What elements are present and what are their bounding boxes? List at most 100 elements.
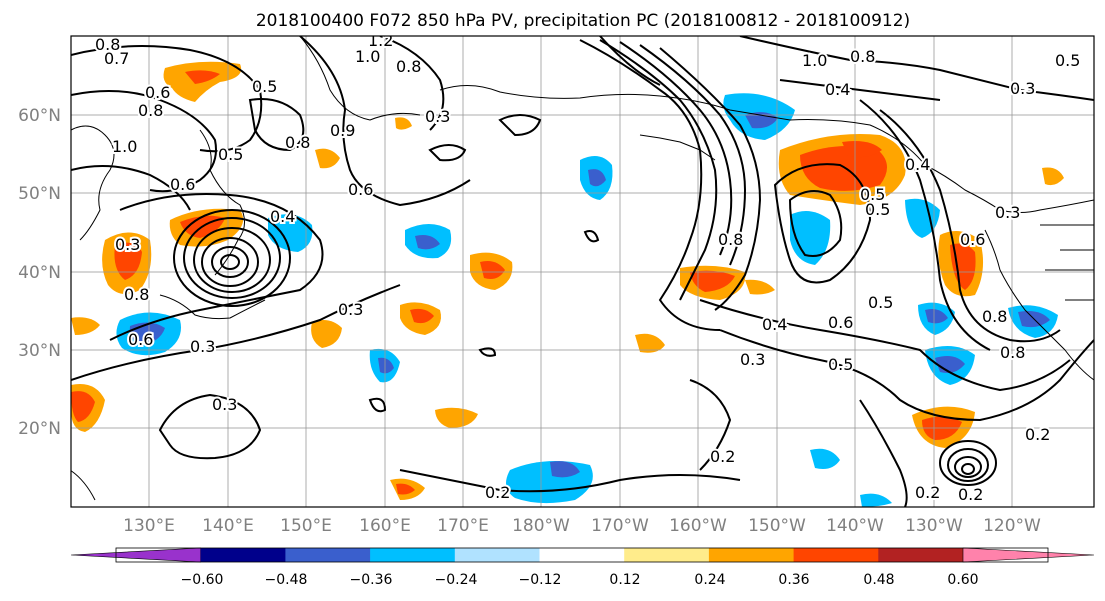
coastlines xyxy=(71,36,1094,501)
lon-label: 170°W xyxy=(591,516,649,536)
colorbar-segment xyxy=(878,548,964,562)
precip-blob xyxy=(810,448,840,469)
colorbar-tick-label: 0.12 xyxy=(609,572,640,588)
contour-label: 0.2 xyxy=(1025,425,1050,444)
contour-label: 0.6 xyxy=(170,175,195,194)
contour-label: 1.0 xyxy=(355,47,380,66)
contour-label: 0.8 xyxy=(138,101,163,120)
contour-label: 0.8 xyxy=(95,35,120,54)
precip-blob xyxy=(268,214,313,252)
lon-label: 170°E xyxy=(437,516,489,536)
colorbar-segment xyxy=(793,548,879,562)
contour-labels: 0.8 0.7 1.2 1.0 0.8 0.6 0.8 1.0 0.5 0.3 … xyxy=(93,35,1082,506)
graticule xyxy=(71,36,1094,507)
colorbar-tick-label: 0.36 xyxy=(778,572,809,588)
precip-blob xyxy=(1042,167,1064,186)
lat-label: 50°N xyxy=(18,184,61,204)
map-frame xyxy=(70,35,1095,508)
contour-label: 0.8 xyxy=(982,307,1007,326)
lon-label: 140°E xyxy=(202,516,254,536)
precip-blob xyxy=(435,407,478,428)
precip-blob xyxy=(71,317,100,335)
contour-label: 0.8 xyxy=(850,47,875,66)
precip-blob xyxy=(378,357,394,374)
contour-label: 0.3 xyxy=(338,300,363,319)
precipitation-shading xyxy=(71,61,1064,507)
precip-blob xyxy=(790,211,831,265)
precip-blob xyxy=(506,461,593,504)
precip-blob xyxy=(550,461,580,478)
contour-label: 0.4 xyxy=(905,155,930,174)
precip-blob xyxy=(410,308,434,324)
lat-label: 60°N xyxy=(18,106,61,126)
contour-label: 0.2 xyxy=(485,483,510,502)
lat-label: 40°N xyxy=(18,263,61,283)
map-title: 2018100400 F072 850 hPa PV, precipitatio… xyxy=(256,11,910,31)
precip-blob xyxy=(415,235,440,250)
contour-label: 0.2 xyxy=(710,447,735,466)
contour-label: 0.6 xyxy=(828,313,853,332)
map-panel: 0.8 0.7 1.2 1.0 0.8 0.6 0.8 1.0 0.5 0.3 … xyxy=(71,35,1094,507)
longitude-labels: 130°E 140°E 150°E 160°E 170°E 180°W 170°… xyxy=(123,516,1041,536)
colorbar-segment xyxy=(200,548,286,562)
contour-label: 0.4 xyxy=(762,315,787,334)
colorbar-tick-label: −0.48 xyxy=(265,572,308,588)
colorbar-segment xyxy=(624,548,710,562)
lon-label: 130°W xyxy=(905,516,963,536)
contour-label: 0.8 xyxy=(718,230,743,249)
lon-label: 160°E xyxy=(359,516,411,536)
contour-label: 0.3 xyxy=(1010,79,1035,98)
precip-blob xyxy=(311,320,342,348)
colorbar: −0.60 −0.48 −0.36 −0.24 −0.12 0.12 0.24 … xyxy=(70,547,1095,588)
contour-label: 0.3 xyxy=(740,350,765,369)
precip-blob xyxy=(925,309,948,324)
colorbar-segment xyxy=(70,547,201,563)
pv-contours xyxy=(71,36,1094,507)
colorbar-tick-label: 0.24 xyxy=(694,572,725,588)
latitude-labels: 60°N 50°N 40°N 30°N 20°N xyxy=(18,106,61,439)
contour-label: 0.3 xyxy=(995,203,1020,222)
contour-label: 0.4 xyxy=(270,207,295,226)
colorbar-tick-label: −0.12 xyxy=(519,572,562,588)
precip-blob xyxy=(114,242,142,280)
contour-label: 0.8 xyxy=(124,285,149,304)
precip-blob xyxy=(480,261,505,279)
contour-label: 0.8 xyxy=(396,57,421,76)
lon-label: 160°W xyxy=(669,516,727,536)
contour-label: 0.3 xyxy=(190,337,215,356)
colorbar-segment xyxy=(539,548,625,562)
contour-label: 0.5 xyxy=(860,185,885,204)
contour-label: 0.6 xyxy=(348,180,373,199)
contour-label: 1.0 xyxy=(802,51,827,70)
lat-label: 30°N xyxy=(18,341,61,361)
contour-label: 0.5 xyxy=(218,145,243,164)
precip-blob xyxy=(800,146,888,191)
colorbar-frame xyxy=(115,547,1049,563)
contour-label: 0.5 xyxy=(865,200,890,219)
precip-blob xyxy=(842,141,882,158)
colorbar-segment xyxy=(962,547,1095,563)
contour-label: 0.3 xyxy=(425,107,450,126)
contour-label: 0.4 xyxy=(825,80,850,99)
colorbar-tick-label: −0.60 xyxy=(181,572,224,588)
lon-label: 150°E xyxy=(280,516,332,536)
contour-label: 0.8 xyxy=(285,133,310,152)
colorbar-tick-label: 0.48 xyxy=(863,572,894,588)
colorbar-segments xyxy=(70,547,1095,563)
precip-blob xyxy=(315,148,340,169)
lon-label: 140°W xyxy=(826,516,884,536)
precip-blob xyxy=(950,243,976,290)
contour-label: 0.8 xyxy=(1000,343,1025,362)
contour-label: 0.6 xyxy=(960,230,985,249)
contour-label: 0.2 xyxy=(915,483,940,502)
precip-blob xyxy=(860,493,892,507)
contour-label: 0.2 xyxy=(958,485,983,504)
contour-label: 0.5 xyxy=(868,293,893,312)
precip-blob xyxy=(185,70,220,84)
contour-label: 0.5 xyxy=(828,355,853,374)
lon-label: 150°W xyxy=(748,516,806,536)
lon-label: 130°E xyxy=(123,516,175,536)
colorbar-segment xyxy=(285,548,371,562)
contour-label: 0.6 xyxy=(145,83,170,102)
